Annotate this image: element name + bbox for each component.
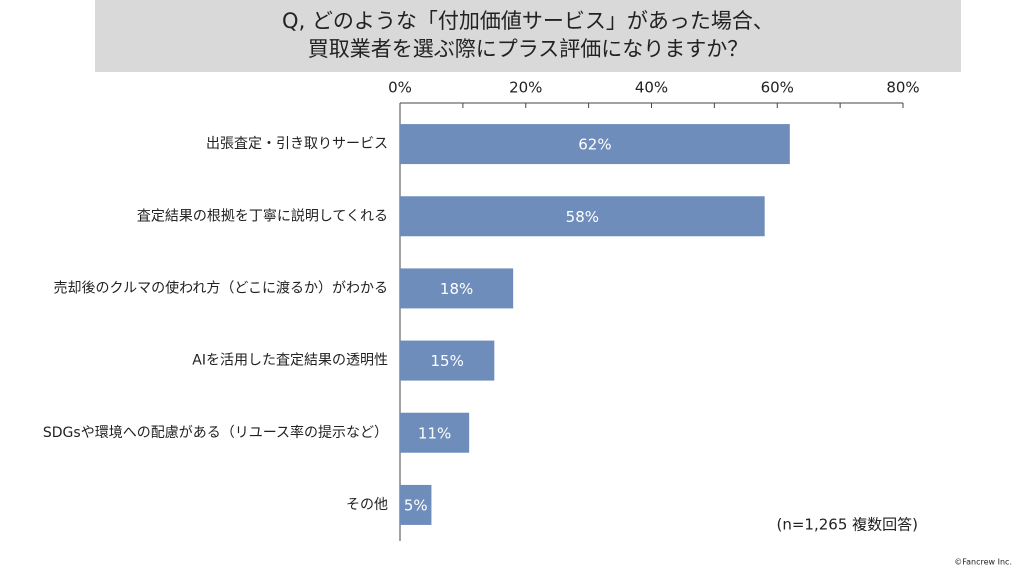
- x-tick-label: 20%: [509, 79, 542, 97]
- x-tick-label: 80%: [886, 79, 919, 97]
- value-label: 5%: [404, 496, 428, 514]
- title-box: [95, 0, 961, 72]
- bar: [400, 484, 432, 525]
- y-tick-label: 売却後のクルマの使われ方（どこに渡るか）がわかる: [54, 279, 388, 296]
- y-tick-label: その他: [346, 497, 388, 513]
- value-label: 62%: [578, 136, 611, 154]
- x-tick-label: 60%: [761, 79, 794, 97]
- value-label: 18%: [440, 280, 473, 298]
- note: (n=1,265 複数回答): [777, 516, 919, 534]
- chart-title: 買取業者を選ぶ際にプラス評価になりますか？: [308, 37, 749, 61]
- y-tick-label: 出張査定・引き取りサービス: [206, 136, 388, 152]
- x-tick-label: 0%: [388, 79, 412, 97]
- credit: ©Fancrew Inc.: [954, 558, 1012, 567]
- bar: [400, 412, 470, 453]
- y-tick-label: 査定結果の根拠を丁寧に説明してくれる: [137, 207, 388, 224]
- y-tick-label: SDGsや環境への配慮がある（リユース率の提示など）: [43, 424, 388, 441]
- x-tick-label: 40%: [635, 79, 668, 97]
- bar: [400, 268, 514, 309]
- chart-title: Q, どのような「付加価値サービス」があった場合、: [282, 9, 774, 33]
- value-label: 15%: [430, 352, 463, 370]
- bar: [400, 124, 790, 165]
- bar: [400, 340, 495, 381]
- value-label: 11%: [418, 424, 451, 442]
- value-label: 58%: [566, 208, 599, 226]
- bar: [400, 196, 765, 237]
- y-tick-label: AIを活用した査定結果の透明性: [192, 353, 388, 369]
